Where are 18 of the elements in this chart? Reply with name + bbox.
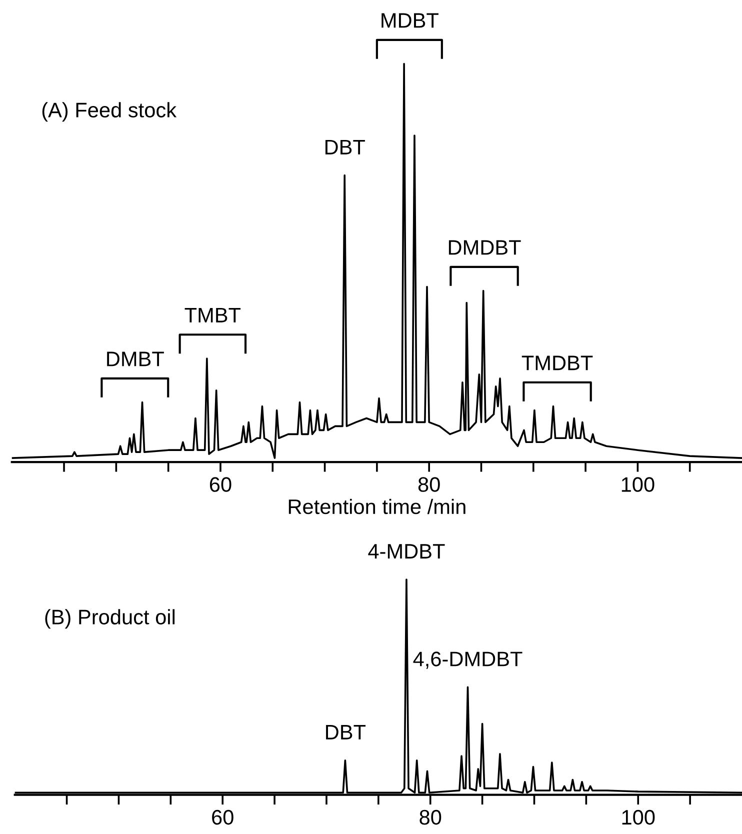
annotation: DMDBT xyxy=(448,240,521,255)
annotation: TMBT xyxy=(184,308,241,322)
x-tick-label: 100 xyxy=(622,477,654,492)
annotation: 4,6-DMDBT xyxy=(413,652,522,669)
annotation: 4-MDBT xyxy=(368,544,445,558)
x-tick-label: 60 xyxy=(210,477,232,492)
x-tick-label: 100 xyxy=(622,810,655,825)
x-tick-label: 80 xyxy=(418,477,440,492)
x-tick-label: 60 xyxy=(212,810,234,825)
annotation: (A) Feed stock xyxy=(42,102,177,122)
annotation: TMDBT xyxy=(522,356,593,370)
annotation: DBT xyxy=(326,725,366,740)
annotation: (B) Product oil xyxy=(45,609,175,629)
x-axis-title: Retention time /min xyxy=(288,498,466,514)
annotation: DMBT xyxy=(107,352,164,366)
annotation: DBT xyxy=(325,140,365,154)
text: MDBT xyxy=(382,13,438,28)
x-tick-label: 80 xyxy=(420,810,442,825)
